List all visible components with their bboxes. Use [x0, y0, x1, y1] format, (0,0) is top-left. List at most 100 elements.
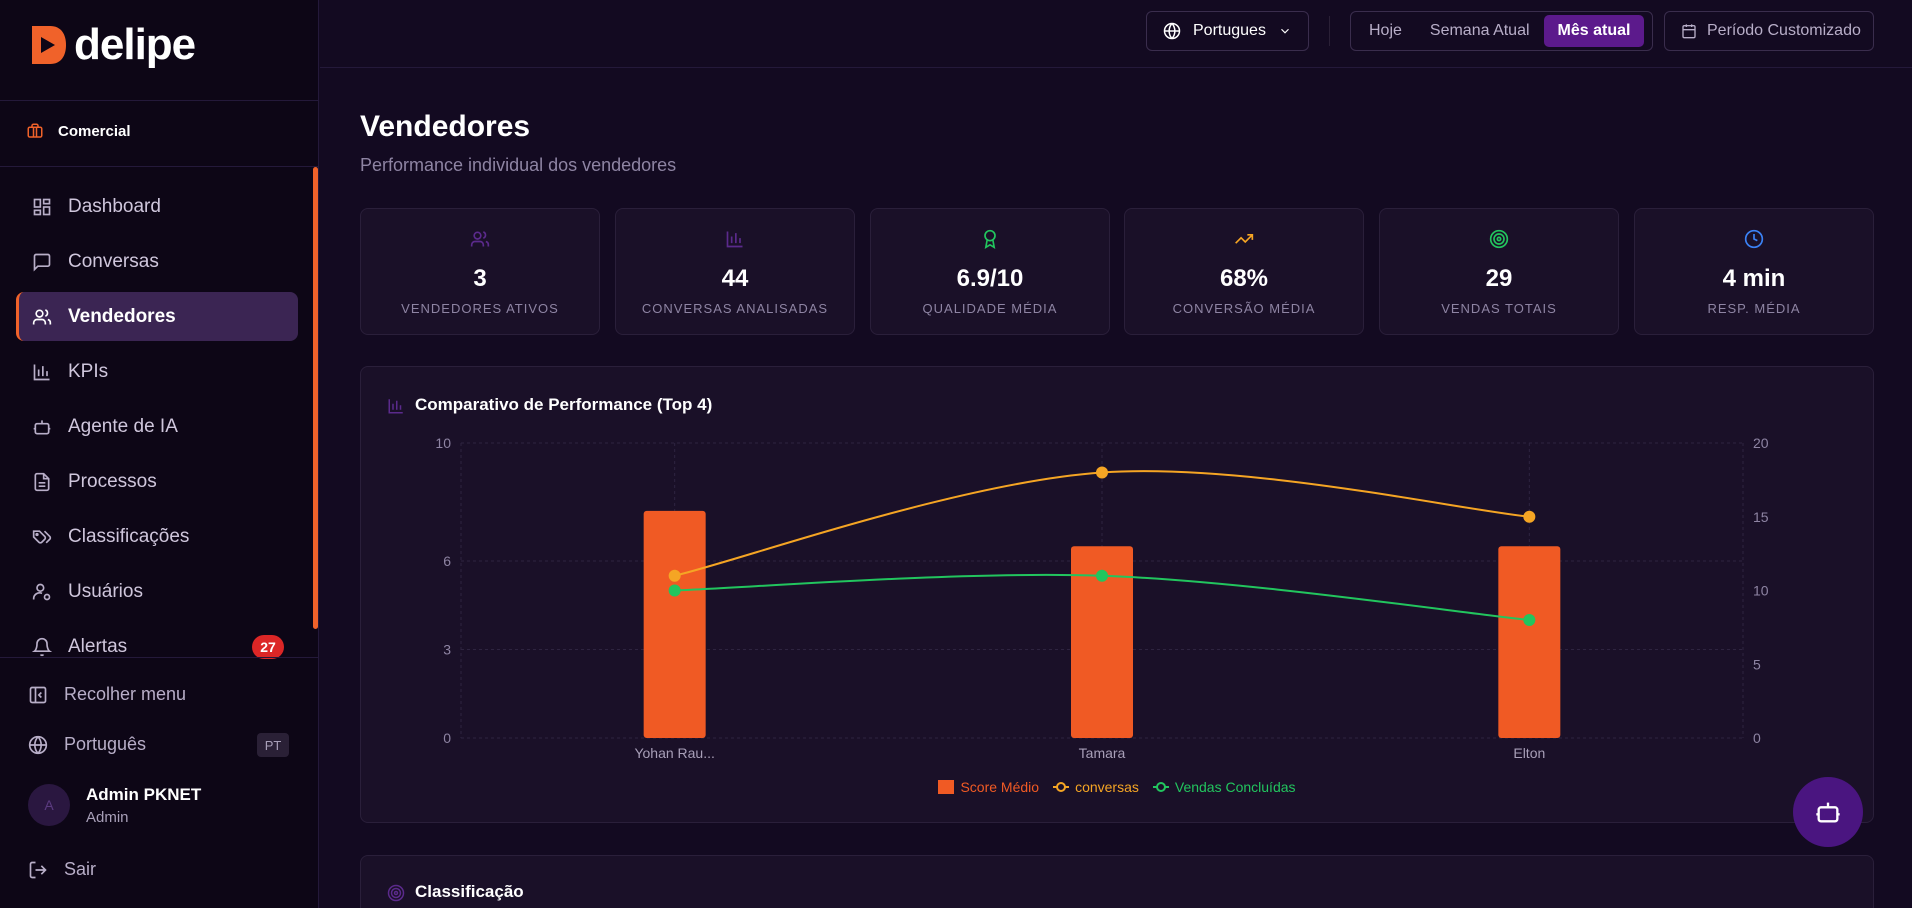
users-icon — [32, 308, 52, 324]
sidebar-item-label: Conversas — [68, 250, 159, 272]
data-point — [1096, 569, 1108, 582]
kpi-value: 6.9/10 — [956, 265, 1024, 292]
kpi-label: CONVERSAS ANALISADAS — [641, 301, 829, 316]
legend-item[interactable]: Score Médio — [938, 779, 1039, 795]
data-point — [1096, 466, 1108, 479]
period-selector: Hoje Semana Atual Mês atual — [1350, 11, 1653, 51]
divider — [0, 100, 319, 101]
sidebar-item-conversas[interactable]: Conversas — [16, 237, 298, 286]
data-point — [1523, 614, 1536, 626]
x-axis-tick-label: Yohan Rau... — [634, 745, 714, 761]
period-today-button[interactable]: Hoje — [1369, 22, 1402, 39]
y-axis-tick-label: 3 — [443, 642, 451, 658]
clock-icon — [1744, 229, 1764, 249]
legend-item[interactable]: Vendas Concluídas — [1152, 779, 1296, 795]
sidebar-item-processos[interactable]: Processos — [16, 457, 298, 506]
sidebar-item-kpis[interactable]: KPIs — [16, 347, 298, 396]
chart-legend: Score Médio conversas Vendas Concluídas — [361, 779, 1873, 795]
sidebar-item-label: Vendedores — [68, 305, 176, 327]
bot-icon — [1816, 802, 1840, 823]
topbar: Portugues Hoje Semana Atual Mês atual Pe… — [320, 0, 1912, 68]
users-icon — [470, 231, 490, 247]
sidebar-item-label: Agente de IA — [68, 415, 178, 437]
chevron-down-icon — [1281, 28, 1289, 34]
sidebar-item-label: Alertas — [68, 635, 128, 657]
legend-line-swatch — [1053, 782, 1070, 792]
sidebar-item-usuarios[interactable]: Usuários — [16, 567, 298, 616]
kpi-label: RESP. MÉDIA — [1707, 301, 1801, 316]
custom-period-label: Período Customizado — [1707, 22, 1861, 39]
bar-chart-icon — [33, 364, 50, 380]
kpi-card-average-conversion: 68% CONVERSÃO MÉDIA — [1124, 208, 1364, 335]
language-switcher[interactable]: Português — [28, 734, 146, 755]
sidebar-collapse-icon — [29, 686, 47, 703]
ai-assistant-button[interactable] — [1793, 777, 1863, 847]
performance-chart: 0 3 6 10 0 5 10 15 20 Yohan Rau... Tamara Elton — [435, 435, 1769, 761]
sidebar-item-vendedores[interactable]: Vendedores — [16, 292, 298, 341]
legend-label: Score Médio — [960, 779, 1040, 795]
sidebar-item-label: Usuários — [68, 580, 143, 602]
legend-bar-swatch — [938, 780, 955, 794]
kpi-label: VENDEDORES ATIVOS — [401, 301, 559, 316]
kpi-label: VENDAS TOTAIS — [1441, 301, 1557, 316]
trending-up-icon — [1235, 234, 1254, 244]
kpi-card-analyzed-conversations: 44 CONVERSAS ANALISADAS — [615, 208, 855, 335]
chat-icon — [33, 253, 51, 272]
chart-title: Comparativo de Performance (Top 4) — [415, 395, 713, 414]
workspace-selector[interactable]: Comercial — [26, 122, 131, 140]
kpi-value: 4 min — [1722, 265, 1786, 292]
bell-icon — [32, 637, 52, 656]
logout-icon — [29, 861, 47, 878]
alert-count-badge: 27 — [252, 634, 284, 659]
period-week-button[interactable]: Semana Atual — [1429, 22, 1530, 39]
kpi-label: QUALIDADE MÉDIA — [922, 301, 1058, 316]
data-point — [1523, 510, 1536, 523]
y2-axis-tick-label: 0 — [1753, 730, 1761, 746]
y-axis-tick-label: 10 — [435, 435, 451, 451]
bar — [1071, 546, 1133, 738]
page-subtitle: Performance individual dos vendedores — [360, 155, 677, 175]
page-title: Vendedores — [360, 110, 531, 143]
sidebar-item-classificacoes[interactable]: Classificações — [16, 512, 298, 561]
workspace-label: Comercial — [58, 122, 131, 140]
bot-icon — [33, 419, 51, 434]
brand-logo[interactable]: delipe — [28, 20, 196, 70]
bar — [643, 510, 706, 738]
kpi-value: 68% — [1219, 265, 1269, 292]
sidebar-item-label: KPIs — [68, 360, 109, 382]
collapse-menu-button[interactable]: Recolher menu — [28, 684, 186, 705]
user-profile[interactable]: A Admin PKNET Admin — [28, 784, 201, 826]
tags-icon — [32, 529, 52, 544]
target-icon — [387, 884, 405, 902]
sidebar: delipe Comercial Dashboard Conversas Ven… — [0, 0, 319, 908]
kpi-value: 44 — [721, 265, 749, 292]
legend-line-swatch — [1152, 782, 1169, 792]
language-label: Português — [64, 734, 147, 754]
data-point — [668, 584, 681, 597]
award-icon — [984, 229, 996, 249]
language-code-badge: PT — [257, 733, 289, 757]
language-select[interactable]: Portugues — [1146, 11, 1309, 51]
kpi-value: 29 — [1485, 265, 1513, 292]
legend-item[interactable]: conversas — [1053, 779, 1139, 795]
y2-axis-tick-label: 15 — [1753, 509, 1769, 525]
user-role: Admin — [86, 808, 129, 826]
bar-chart-icon — [726, 231, 743, 248]
kpi-card-average-quality: 6.9/10 QUALIDADE MÉDIA — [870, 208, 1110, 335]
sidebar-item-dashboard[interactable]: Dashboard — [16, 182, 298, 231]
custom-period-button[interactable]: Período Customizado — [1664, 11, 1874, 51]
sidebar-scrollbar[interactable] — [313, 167, 318, 629]
sidebar-item-alertas[interactable]: Alertas 27 — [16, 622, 298, 671]
logout-button[interactable]: Sair — [28, 859, 96, 880]
kpi-card-total-sales: 29 VENDAS TOTAIS — [1379, 208, 1619, 335]
period-month-button[interactable]: Mês atual — [1543, 15, 1645, 47]
avatar: A — [28, 784, 70, 826]
classification-title: Classificação — [415, 882, 524, 901]
sidebar-item-agente-ia[interactable]: Agente de IA — [16, 402, 298, 451]
kpi-card-average-response: 4 min RESP. MÉDIA — [1634, 208, 1874, 335]
brand-name: delipe — [74, 20, 196, 69]
performance-chart-card: Comparativo de Performance (Top 4) 0 3 6 10… — [360, 366, 1874, 823]
divider — [1329, 16, 1330, 46]
divider — [0, 166, 319, 167]
language-select-value: Portugues — [1193, 22, 1266, 39]
